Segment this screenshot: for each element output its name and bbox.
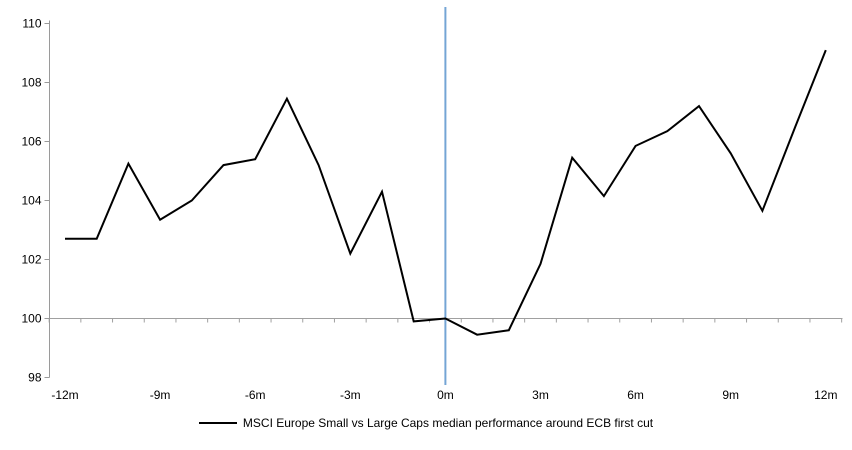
x-axis-tick-label: -9m — [150, 388, 171, 402]
x-axis-tick-label: -12m — [51, 388, 78, 402]
x-axis-tick-label: 3m — [532, 388, 549, 402]
y-axis-tick-label: 104 — [21, 194, 41, 208]
y-axis-tick-label: 100 — [21, 312, 41, 326]
x-axis-tick-label: 12m — [814, 388, 837, 402]
chart-canvas: 110 108 106 104 102 100 98 -12m -9m -6m -3m 0m 3m 6m 9… — [21, 7, 843, 402]
x-axis-tick-label: 0m — [437, 388, 454, 402]
y-axis-tick-label: 110 — [22, 17, 41, 31]
series-line — [65, 49, 827, 336]
x-axis-tick-label: -3m — [340, 388, 361, 402]
y-axis-tick-label: 102 — [21, 253, 41, 267]
y-axis-tick-label: 106 — [21, 135, 41, 149]
y-axis-tick-label: 108 — [21, 76, 41, 90]
x-axis-tick-label: 9m — [722, 388, 739, 402]
x-axis-tick-label: 6m — [627, 388, 644, 402]
legend: MSCI Europe Small vs Large Caps median p… — [0, 416, 852, 430]
x-axis-tick-label: -6m — [245, 388, 266, 402]
legend-label: MSCI Europe Small vs Large Caps median p… — [242, 416, 654, 430]
y-axis-tick-label: 98 — [28, 371, 42, 385]
legend-line-sample — [198, 422, 237, 424]
